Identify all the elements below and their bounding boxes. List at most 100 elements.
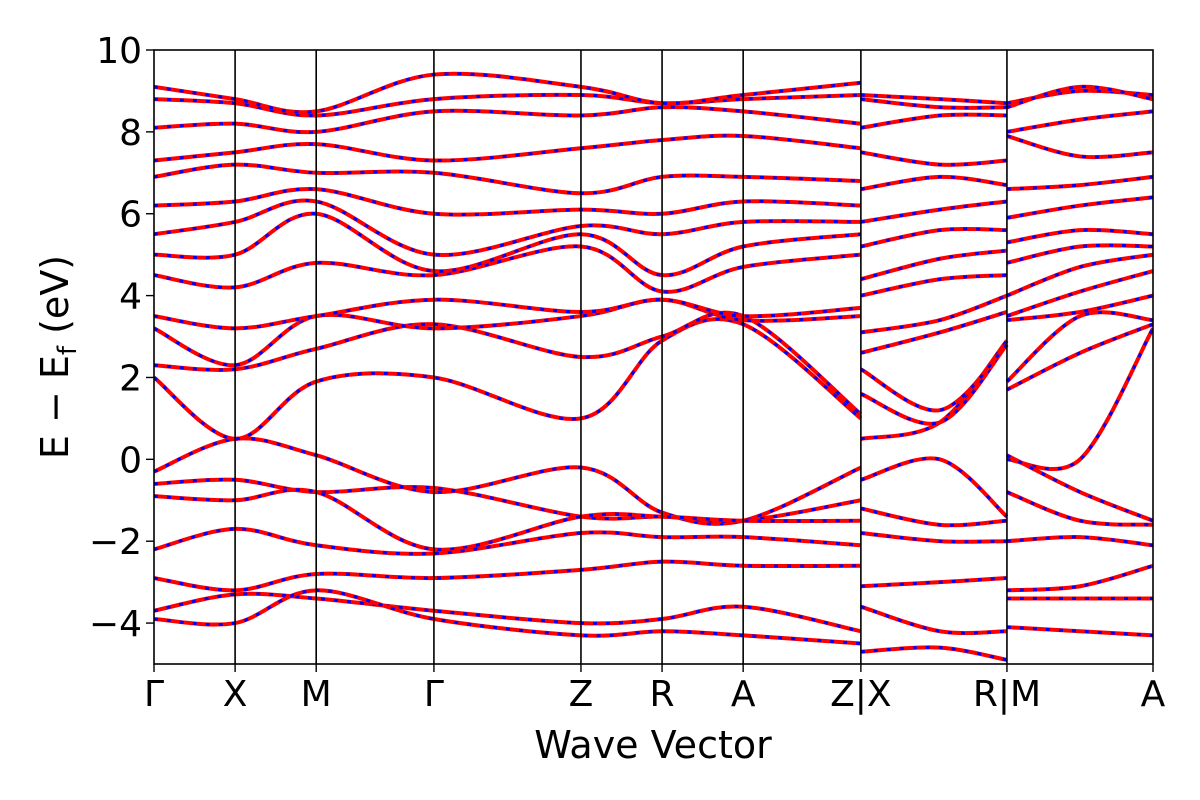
band-line-dashed <box>1006 253 1153 297</box>
band-line-solid <box>154 477 862 524</box>
band-line-dashed <box>860 93 1008 105</box>
band-line-solid <box>1006 227 1153 245</box>
band-line-dashed <box>154 488 861 552</box>
band-line-solid <box>1006 243 1153 265</box>
x-tick-label: R|M <box>973 674 1041 715</box>
band-line-dashed <box>860 199 1008 224</box>
y-axis-ticks: −4 −2 0 2 4 6 8 10 <box>89 31 154 645</box>
band-line-solid <box>860 506 1008 528</box>
band-line-dashed <box>154 187 861 217</box>
band-line-solid <box>860 531 1007 544</box>
y-axis-label-unit: (eV) <box>33 255 77 346</box>
band-line-dashed <box>1006 243 1153 265</box>
x-tick-label: R <box>650 674 675 715</box>
band-line-solid <box>860 112 1007 130</box>
band-line-dashed <box>154 298 861 367</box>
band-line-solid <box>860 199 1008 224</box>
x-tick-label: M <box>301 674 332 715</box>
band-line-dashed <box>860 97 1007 110</box>
y-tick-label: 8 <box>119 113 142 154</box>
band-line-solid <box>1006 109 1153 134</box>
band-line-solid <box>860 150 1008 167</box>
band-line-solid <box>154 162 861 196</box>
x-tick-label: Z <box>569 674 594 715</box>
band-line-dashed <box>1006 453 1153 523</box>
band-line-solid <box>860 174 1008 192</box>
band-line-solid <box>154 198 861 258</box>
band-line-dashed <box>1006 134 1153 159</box>
band-line-solid <box>860 293 1008 335</box>
band-line-dashed <box>1006 625 1153 637</box>
band-line-solid <box>860 604 1007 636</box>
band-line-dashed <box>154 592 862 633</box>
y-tick-label: 6 <box>119 195 142 236</box>
band-line-dashed <box>860 531 1007 544</box>
band-line-solid <box>154 186 861 217</box>
x-axis-label: Wave Vector <box>534 723 772 767</box>
band-line-dashed <box>860 456 1008 518</box>
band-line-dashed <box>1006 327 1153 471</box>
band-line-dashed <box>1006 195 1153 220</box>
band-line-solid <box>1006 535 1153 548</box>
band-line-dashed <box>154 436 862 526</box>
y-tick-label: 0 <box>119 440 142 481</box>
band-line-dashed <box>860 249 1008 281</box>
y-tick-label: 4 <box>119 277 142 318</box>
band-line-solid <box>154 297 861 368</box>
high-symmetry-lines <box>234 50 1008 664</box>
band-line-solid <box>154 92 861 118</box>
band-line-dashed <box>860 227 1007 248</box>
band-line-solid <box>1006 134 1153 160</box>
y-tick-label: 10 <box>96 31 142 72</box>
band-line-dashed <box>154 317 862 441</box>
band-line-solid <box>1006 327 1153 471</box>
x-tick-label: A <box>731 674 756 715</box>
band-line-solid <box>154 133 862 163</box>
band-lines <box>154 71 1153 662</box>
band-line-solid <box>154 526 862 556</box>
band-line-solid <box>860 226 1007 249</box>
x-axis-ticks: Γ X M Γ Z R A Z|X R|M A <box>144 664 1166 715</box>
band-line-dashed <box>1006 564 1153 592</box>
x-tick-label: X <box>223 674 248 715</box>
band-line-solid <box>859 343 1009 413</box>
band-line-dashed <box>1006 322 1153 392</box>
y-tick-label: 2 <box>119 358 142 399</box>
band-line-dashed <box>860 150 1008 167</box>
band-line-solid <box>154 105 862 135</box>
x-tick-label: Γ <box>424 674 444 715</box>
band-line-solid <box>1005 310 1153 384</box>
band-line-dashed <box>860 605 1007 635</box>
band-line-dashed <box>860 113 1007 130</box>
band-line-dashed <box>860 576 1008 588</box>
y-tick-label: −4 <box>89 604 142 645</box>
band-line-solid <box>154 244 862 294</box>
band-line-dashed <box>154 527 861 556</box>
x-tick-label: Γ <box>144 674 164 715</box>
band-line-solid <box>860 273 1008 298</box>
band-line-dashed <box>154 163 861 195</box>
y-axis-label-main: E − E <box>33 355 77 459</box>
y-tick-label: −2 <box>89 522 142 563</box>
band-line-solid <box>860 310 1008 355</box>
band-line-dashed <box>1006 490 1153 527</box>
band-line-solid <box>1006 563 1153 593</box>
band-line-solid <box>1006 174 1153 192</box>
band-line-dashed <box>1006 294 1153 322</box>
band-line-solid <box>1006 453 1153 523</box>
band-line-dashed <box>1006 535 1153 547</box>
band-line-dashed <box>860 310 1008 355</box>
band-line-dashed <box>1006 85 1153 109</box>
band-line-solid <box>860 645 1008 662</box>
band-line-solid <box>860 456 1009 519</box>
band-line-solid <box>1006 625 1153 638</box>
x-tick-label: Z|X <box>830 674 891 715</box>
band-line-solid <box>860 576 1008 589</box>
y-axis-label: E − Ef (eV) <box>33 255 83 459</box>
band-line-solid <box>1006 269 1153 318</box>
band-line-dashed <box>1006 228 1153 244</box>
band-line-dashed <box>860 175 1008 191</box>
band-line-dashed <box>154 298 861 330</box>
band-line-solid <box>154 71 862 115</box>
